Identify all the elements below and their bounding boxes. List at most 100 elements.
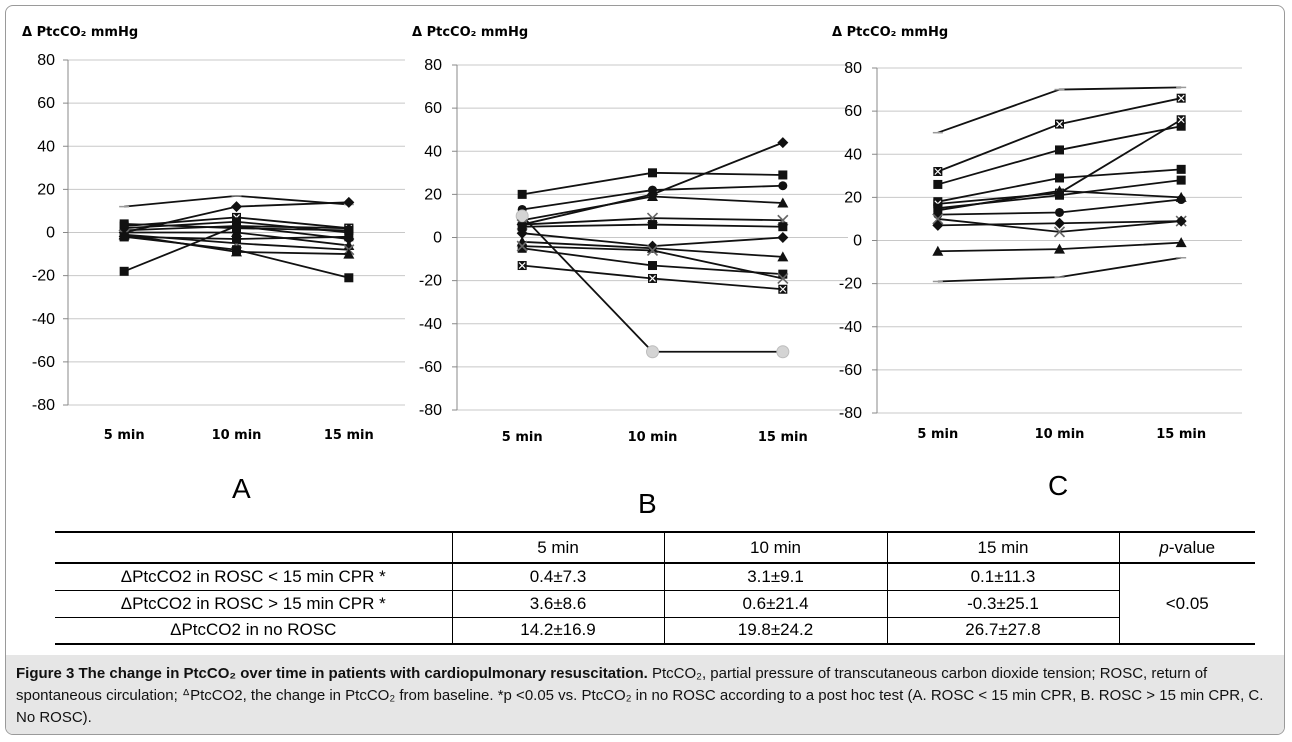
y-tick-label: 0 [433, 230, 442, 247]
y-tick-label: -40 [839, 319, 862, 336]
data-point [232, 234, 241, 244]
data-point [777, 251, 789, 262]
data-point [343, 248, 355, 259]
data-point [232, 223, 241, 233]
x-tick-label: 15 min [758, 430, 808, 445]
data-point [646, 345, 659, 359]
data-point [777, 197, 789, 208]
x-tick-label: 10 min [1035, 427, 1085, 442]
table-header-blank [55, 531, 452, 564]
y-tick-label: 20 [844, 189, 862, 206]
table-header-pvalue: p-value [1118, 531, 1255, 564]
data-point [777, 137, 789, 149]
data-point [1175, 237, 1187, 248]
data-point [932, 245, 944, 256]
y-tick-label: -20 [32, 268, 55, 285]
data-point [1054, 185, 1065, 196]
table-header-15min: 15 min [886, 531, 1119, 564]
cell-15min: 26.7±27.8 [886, 617, 1119, 645]
data-point [1176, 164, 1186, 174]
data-point-cross [518, 262, 526, 269]
y-tick-label: -20 [419, 273, 442, 290]
data-point [119, 232, 129, 242]
data-point [1053, 226, 1066, 238]
cell-10min: 3.1±9.1 [663, 563, 887, 591]
data-point [647, 191, 658, 202]
data-point-cross [1177, 94, 1185, 102]
y-axis-title: Δ PtcCO₂ mmHg [832, 25, 948, 40]
data-point [1176, 195, 1186, 205]
data-point [1055, 207, 1064, 217]
y-axis-title: Δ PtcCO₂ mmHg [412, 25, 528, 40]
data-point [648, 168, 657, 178]
cell-10min: 19.8±24.2 [663, 617, 887, 645]
table-header-10min: 10 min [663, 531, 887, 564]
y-tick-label: -60 [839, 362, 862, 379]
data-point [778, 170, 788, 180]
panel-label-a: A [232, 473, 251, 504]
y-tick-label: -60 [32, 354, 55, 371]
y-tick-label: -20 [839, 276, 862, 293]
caption-box: Figure 3 The change in PtcCO₂ over time … [6, 655, 1284, 734]
data-point [1054, 243, 1065, 254]
row-label: ΔPtcCO2 in no ROSC [55, 617, 452, 645]
data-point [778, 181, 788, 191]
row-label: ΔPtcCO2 in ROSC < 15 min CPR * [55, 563, 452, 591]
data-point [777, 272, 789, 285]
data-point [517, 243, 527, 253]
x-tick-label: 5 min [502, 430, 543, 445]
y-tick-label: 40 [424, 143, 442, 160]
table-row: ΔPtcCO2 in no ROSC 14.2±16.9 19.8±24.2 2… [55, 617, 1255, 645]
cell-5min: 14.2±16.9 [451, 617, 664, 645]
data-point [933, 210, 943, 220]
x-tick-label: 15 min [1156, 427, 1206, 442]
series-line [937, 97, 1182, 173]
y-tick-label: 40 [37, 138, 55, 155]
data-point [344, 225, 354, 235]
data-point [517, 222, 527, 232]
data-point [1175, 215, 1187, 227]
data-point [646, 244, 659, 257]
chart-panel-b: Δ PtcCO₂ mmHg 80 60 40 20 0 -20 -40 -60 -80 5 min 1… [412, 25, 848, 445]
data-point [1176, 175, 1186, 185]
table-row: ΔPtcCO2 in ROSC < 15 min CPR * 0.4±7.3 3… [55, 563, 1255, 645]
x-tick-label: 15 min [324, 428, 374, 443]
table-header-5min: 5 min [451, 531, 664, 564]
data-point [648, 261, 657, 271]
x-tick-label: 5 min [104, 428, 145, 443]
y-tick-label: 80 [844, 60, 862, 77]
y-axis-title: Δ PtcCO₂ mmHg [22, 25, 138, 40]
table-header-row: 5 min 10 min 15 min p-value [55, 531, 1255, 564]
data-point [777, 232, 789, 243]
y-tick-label: -40 [32, 311, 55, 328]
data-point [343, 196, 355, 208]
data-point [231, 246, 242, 257]
cell-5min: 3.6±8.6 [451, 590, 664, 618]
data-point [516, 240, 528, 252]
y-tick-label: 0 [46, 225, 55, 242]
chart-panel-a: Δ PtcCO₂ mmHg 80 60 40 20 0 -20 -40 -60 -80 5 min 1… [22, 25, 405, 443]
y-tick-label: 20 [424, 186, 442, 203]
y-tick-label: -80 [32, 397, 55, 414]
y-tick-label: 0 [853, 233, 862, 250]
y-tick-label: 60 [37, 95, 55, 112]
data-point [344, 273, 354, 283]
x-tick-label: 10 min [212, 428, 262, 443]
y-tick-label: 60 [424, 100, 442, 117]
series-line [937, 256, 1182, 283]
data-point [932, 213, 944, 225]
data-point [344, 232, 354, 242]
data-point-cross [649, 275, 656, 282]
pvalue-cell: <0.05 [1118, 563, 1255, 645]
data-point [517, 189, 527, 199]
data-point [1054, 217, 1065, 229]
y-tick-label: 80 [424, 57, 442, 74]
data-point [648, 185, 657, 195]
y-tick-label: -80 [839, 405, 862, 422]
data-point [648, 220, 657, 230]
cell-15min: -0.3±25.1 [886, 590, 1119, 618]
data-point [231, 201, 242, 213]
pvalue-rest: -value [1168, 537, 1216, 557]
caption-title: Figure 3 The change in PtcCO₂ over time … [16, 665, 648, 682]
data-point [1176, 121, 1186, 131]
